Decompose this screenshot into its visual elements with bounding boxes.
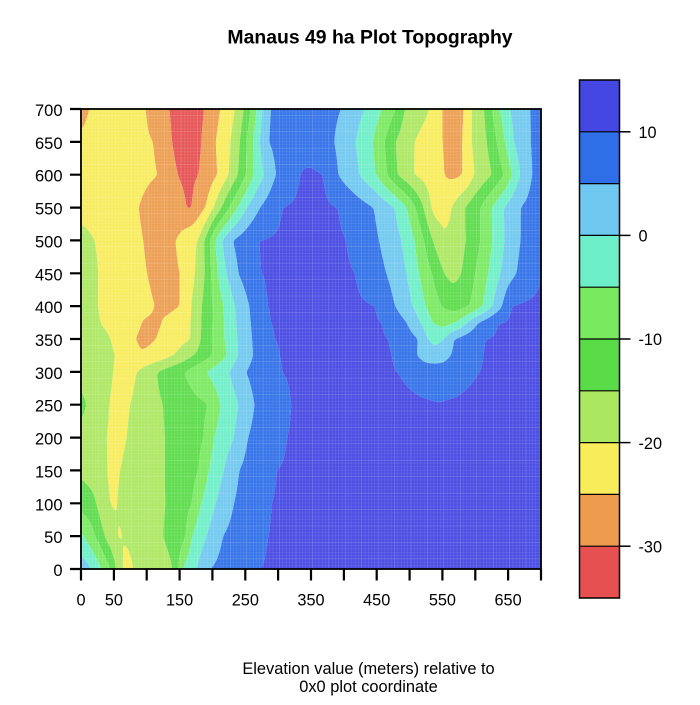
- svg-text:550: 550: [429, 592, 456, 610]
- svg-text:150: 150: [35, 463, 63, 481]
- svg-text:0: 0: [53, 562, 62, 580]
- svg-text:700: 700: [35, 102, 63, 120]
- svg-text:10: 10: [639, 124, 657, 142]
- svg-text:-30: -30: [639, 538, 663, 556]
- svg-text:350: 350: [35, 332, 63, 350]
- svg-text:50: 50: [44, 529, 62, 547]
- svg-text:0: 0: [76, 592, 85, 610]
- svg-text:650: 650: [35, 135, 63, 153]
- svg-text:Elevation value (meters) relat: Elevation value (meters) relative to: [242, 660, 494, 678]
- svg-text:350: 350: [297, 592, 324, 610]
- svg-text:300: 300: [35, 365, 63, 383]
- svg-text:550: 550: [35, 201, 63, 219]
- svg-text:650: 650: [495, 592, 522, 610]
- svg-text:0: 0: [639, 228, 648, 246]
- svg-text:600: 600: [35, 168, 63, 186]
- svg-text:450: 450: [35, 266, 63, 284]
- svg-text:150: 150: [166, 592, 193, 610]
- svg-text:50: 50: [105, 592, 123, 610]
- svg-text:100: 100: [35, 496, 63, 514]
- svg-text:500: 500: [35, 233, 63, 251]
- svg-text:200: 200: [35, 431, 63, 449]
- svg-text:250: 250: [35, 398, 63, 416]
- svg-text:-10: -10: [639, 331, 663, 349]
- svg-text:0x0 plot coordinate: 0x0 plot coordinate: [299, 678, 438, 696]
- svg-text:450: 450: [363, 592, 390, 610]
- svg-text:Manaus 49 ha Plot Topography: Manaus 49 ha Plot Topography: [227, 27, 512, 49]
- svg-text:-20: -20: [639, 435, 663, 453]
- svg-text:250: 250: [232, 592, 259, 610]
- svg-text:400: 400: [35, 299, 63, 317]
